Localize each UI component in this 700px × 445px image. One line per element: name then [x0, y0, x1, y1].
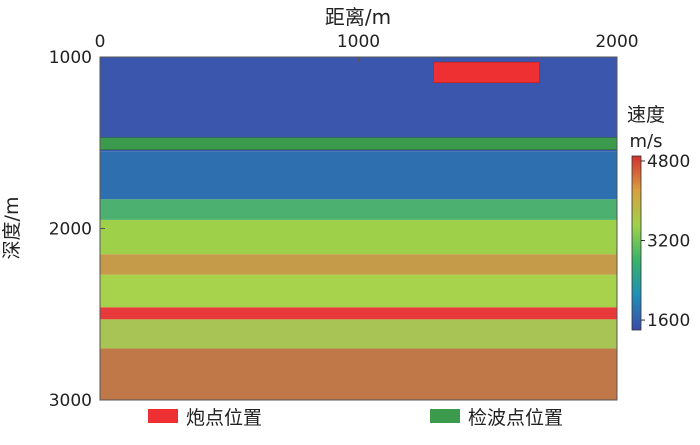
colorbar-ticks: 1600 3200 4800: [641, 152, 690, 331]
x-tick-label: 1000: [337, 32, 380, 52]
velocity-layer-4: [100, 219, 617, 255]
y-axis-label: 深度/m: [1, 197, 23, 260]
colorbar: [631, 155, 642, 331]
legend: 炮点位置 检波点位置: [148, 407, 563, 429]
y-tick-label: 1000: [49, 48, 92, 68]
y-axis-ticks: 1000 2000 3000: [49, 48, 105, 411]
x-axis-ticks: 0 1000 2000: [95, 32, 639, 62]
x-axis-label: 距离/m: [325, 5, 391, 29]
colorbar-title-line2: m/s: [630, 131, 663, 152]
source-region: [433, 61, 540, 84]
colorbar-tick-label: 1600: [647, 311, 690, 331]
velocity-layer-5: [100, 254, 617, 275]
velocity-layer-8: [100, 319, 617, 349]
velocity-layer-2: [100, 151, 617, 200]
legend-label: 炮点位置: [186, 407, 262, 429]
colorbar-title-line1: 速度: [627, 104, 665, 126]
velocity-layer-6: [100, 274, 617, 308]
colorbar-tick-label: 3200: [647, 232, 690, 252]
x-tick-label: 0: [95, 32, 106, 52]
legend-swatch: [148, 409, 178, 423]
velocity-field: [100, 57, 617, 400]
y-tick-label: 3000: [49, 391, 92, 411]
velocity-layer-3: [100, 199, 617, 220]
x-tick-label: 2000: [595, 32, 638, 52]
colorbar-tick-label: 4800: [647, 152, 690, 172]
y-tick-label: 2000: [49, 220, 92, 240]
legend-label: 检波点位置: [468, 407, 563, 429]
velocity-layer-9: [100, 348, 617, 400]
receiver-line: [100, 137, 617, 150]
legend-swatch: [430, 409, 460, 423]
velocity-layer-7: [100, 307, 617, 320]
